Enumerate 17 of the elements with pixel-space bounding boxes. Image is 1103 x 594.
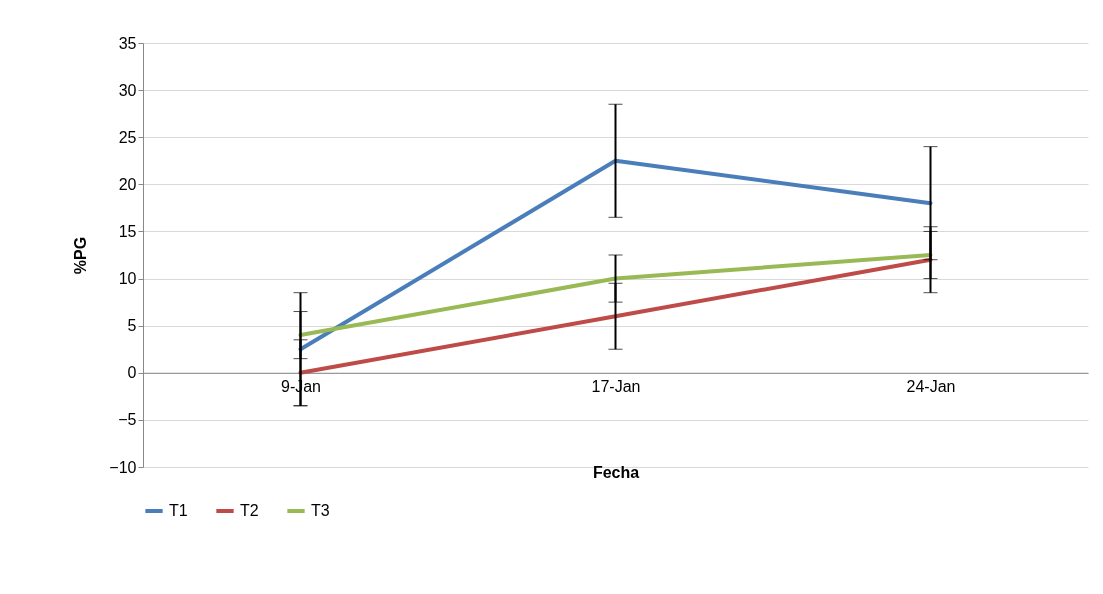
y-tick-label: 15 (118, 222, 137, 240)
y-tick-label: 5 (127, 317, 137, 335)
x-tick-label: 24-Jan (906, 378, 956, 396)
x-tick-label: 17-Jan (591, 378, 641, 396)
legend-label: T2 (240, 502, 259, 519)
legend-label: T3 (311, 502, 330, 519)
y-tick-label: 35 (118, 34, 137, 52)
legend-label: T1 (169, 502, 188, 519)
x-axis-title: Fecha (592, 463, 640, 481)
y-tick-label: 10 (118, 270, 137, 288)
y-tick-label: −10 (109, 458, 137, 476)
y-axis-title: %PG (72, 236, 90, 275)
y-tick-label: −5 (118, 411, 137, 429)
y-tick-label: 0 (127, 364, 137, 382)
y-tick-label: 20 (118, 175, 137, 193)
y-tick-label: 25 (118, 128, 137, 146)
y-tick-label: 30 (118, 81, 137, 99)
